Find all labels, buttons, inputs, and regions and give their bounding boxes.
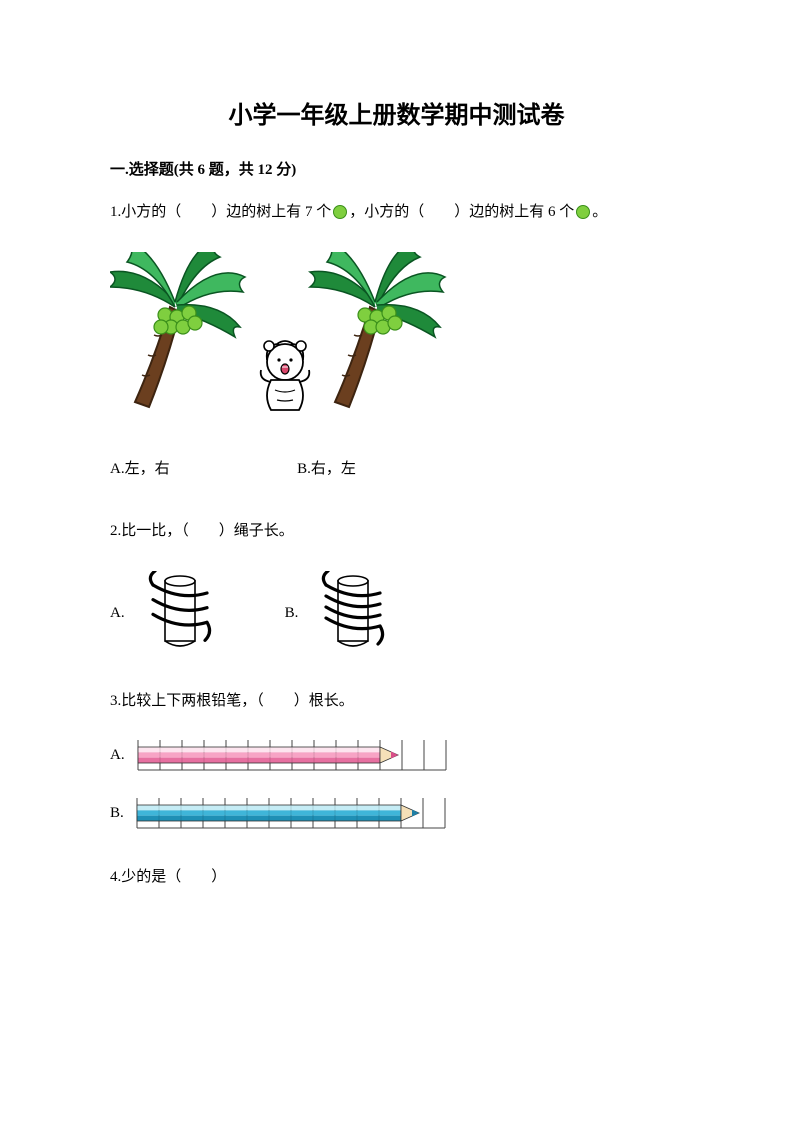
section-1-heading: 一.选择题(共 6 题，共 12 分): [110, 158, 683, 179]
q2-label-b: B.: [285, 605, 299, 622]
question-4: 4.少的是（ ）: [110, 862, 683, 892]
q4-text: 4.少的是（ ）: [110, 869, 226, 885]
q3-text: 3.比较上下两根铅笔，（ ）根长。: [110, 693, 354, 709]
rope-cylinder-a: [145, 571, 215, 656]
question-2-figure: A. B.: [110, 571, 683, 656]
q1-option-b: B.右，左: [297, 461, 356, 477]
question-1-figure: [110, 252, 683, 432]
q1-text-b: ，小方的（ ）边的树上有 6 个: [349, 197, 574, 227]
pencil-a: [133, 736, 473, 774]
coconut-icon: [333, 205, 347, 219]
question-1: 1.小方的（ ）边的树上有 7 个 ，小方的（ ）边的树上有 6 个 。: [110, 197, 683, 227]
q2-label-a: A.: [110, 605, 125, 622]
coconut-icon: [576, 205, 590, 219]
page-root: 小学一年级上册数学期中测试卷 一.选择题(共 6 题，共 12 分) 1.小方的…: [0, 0, 793, 962]
question-1-text: 1.小方的（ ）边的树上有 7 个 ，小方的（ ）边的树上有 6 个 。: [110, 197, 683, 227]
q1-illustration: [110, 252, 470, 432]
question-1-options: A.左，右 B.右，左: [110, 457, 683, 478]
q3-label-a: A.: [110, 747, 125, 764]
q2-text: 2.比一比，（ ）绳子长。: [110, 523, 294, 539]
q1-option-a: A.左，右: [110, 461, 170, 477]
q1-text-a: 1.小方的（ ）边的树上有 7 个: [110, 197, 331, 227]
question-2: 2.比一比，（ ）绳子长。: [110, 516, 683, 546]
q1-text-c: 。: [592, 197, 607, 227]
q3-label-b: B.: [110, 805, 124, 822]
question-3: 3.比较上下两根铅笔，（ ）根长。: [110, 686, 683, 716]
question-3-row-b: B.: [110, 794, 683, 832]
question-3-row-a: A.: [110, 736, 683, 774]
pencil-b: [132, 794, 472, 832]
exam-title: 小学一年级上册数学期中测试卷: [110, 95, 683, 130]
rope-cylinder-b: [318, 571, 388, 656]
